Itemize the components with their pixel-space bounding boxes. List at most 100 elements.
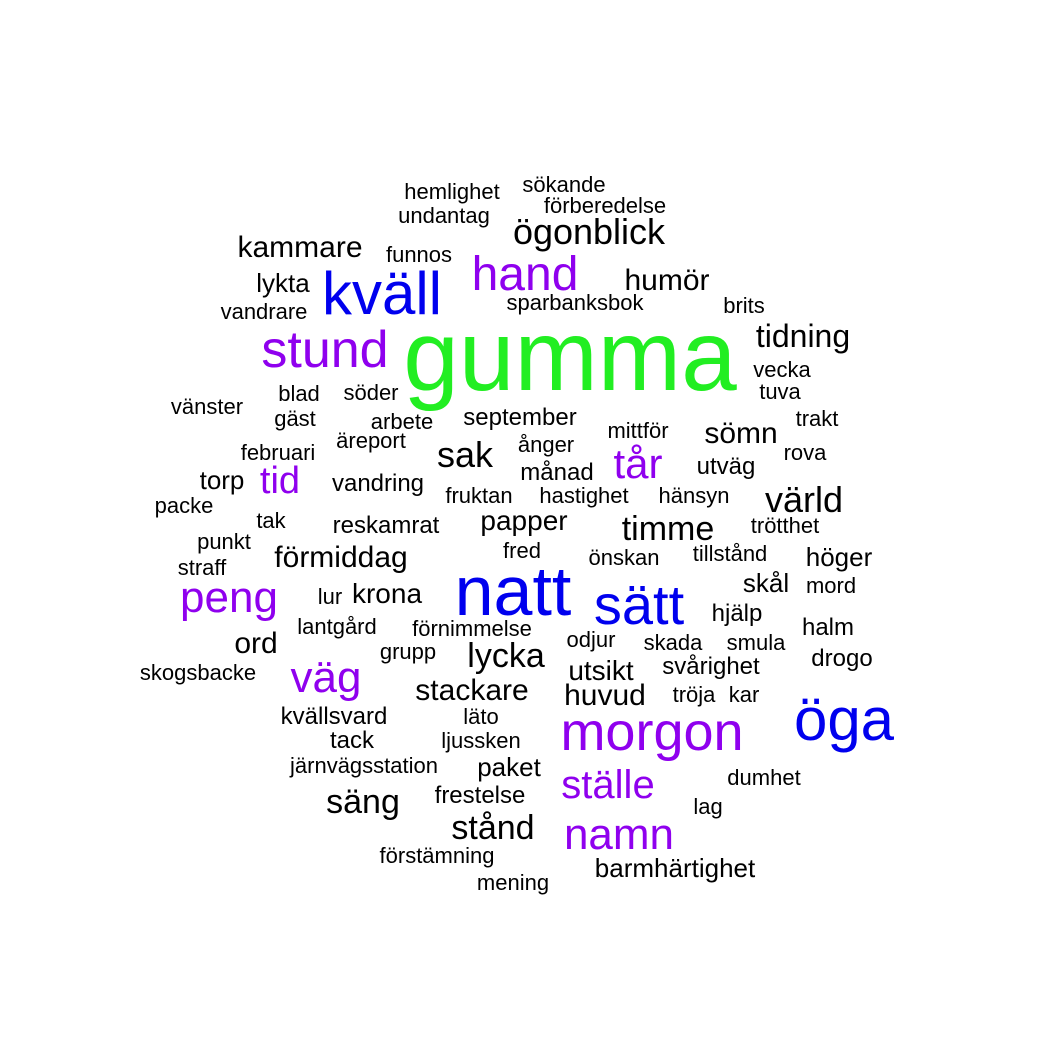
- cloud-word: vandrare: [220, 299, 308, 324]
- cloud-word: namn: [563, 810, 675, 859]
- cloud-word: värld: [764, 479, 844, 520]
- cloud-word: natt: [454, 552, 572, 630]
- cloud-word: hänsyn: [658, 483, 730, 508]
- cloud-word: hastighet: [539, 483, 629, 508]
- cloud-word: arbete: [370, 409, 434, 434]
- cloud-word: gumma: [403, 300, 737, 412]
- cloud-word: fred: [503, 538, 541, 563]
- cloud-word: grupp: [379, 639, 437, 664]
- cloud-word: gäst: [274, 406, 316, 431]
- cloud-word: förnimmelse: [412, 616, 532, 641]
- cloud-word: peng: [180, 573, 278, 622]
- cloud-word: vandring: [331, 470, 425, 497]
- cloud-word: förberedelse: [543, 193, 667, 218]
- cloud-word: humör: [624, 264, 710, 297]
- cloud-word: september: [463, 404, 577, 431]
- cloud-word: kammare: [237, 231, 363, 264]
- cloud-word: skål: [742, 568, 790, 598]
- cloud-word: brits: [723, 293, 765, 318]
- cloud-word: reskamrat: [332, 512, 440, 539]
- cloud-word: förmiddag: [274, 541, 408, 574]
- cloud-word: tillstånd: [692, 541, 768, 566]
- cloud-word: sömn: [704, 417, 778, 450]
- cloud-word: halm: [801, 614, 855, 641]
- cloud-word: barmhärtighet: [594, 853, 756, 883]
- cloud-word: ånger: [517, 432, 575, 457]
- cloud-word: lycka: [467, 637, 545, 675]
- cloud-word: hjälp: [711, 600, 763, 627]
- cloud-word: stund: [261, 321, 389, 379]
- cloud-word: skogsbacke: [139, 660, 257, 685]
- cloud-word: undantag: [398, 203, 490, 228]
- cloud-word: önskan: [588, 545, 660, 570]
- cloud-word: tak: [256, 508, 286, 533]
- cloud-word: tidning: [755, 318, 851, 354]
- cloud-word: lur: [317, 584, 343, 609]
- cloud-word: tack: [329, 727, 375, 754]
- cloud-word: tid: [259, 460, 301, 502]
- cloud-word: odjur: [566, 627, 616, 652]
- cloud-word: hemlighet: [404, 179, 500, 204]
- cloud-word: ljussken: [441, 728, 521, 753]
- cloud-word: ögonblick: [512, 211, 666, 252]
- cloud-word: mord: [805, 573, 857, 598]
- cloud-word: blad: [278, 381, 320, 406]
- cloud-word: rova: [783, 440, 827, 465]
- cloud-word: tuva: [759, 379, 801, 404]
- cloud-word: hand: [471, 248, 579, 301]
- cloud-word: mittför: [607, 418, 669, 443]
- cloud-word: huvud: [564, 679, 646, 712]
- cloud-word: kväll: [321, 260, 443, 327]
- cloud-word: trakt: [795, 406, 839, 431]
- cloud-word: lykta: [256, 268, 310, 298]
- cloud-word: läto: [463, 704, 499, 729]
- cloud-word: torp: [199, 465, 245, 495]
- cloud-word: månad: [520, 459, 594, 486]
- cloud-word: skada: [643, 630, 703, 655]
- cloud-word: papper: [480, 505, 568, 536]
- cloud-word: järnvägsstation: [290, 753, 438, 778]
- cloud-word: februari: [240, 440, 316, 465]
- cloud-word: stackare: [415, 674, 529, 707]
- cloud-word: paket: [477, 752, 541, 782]
- cloud-word: kar: [728, 682, 760, 707]
- cloud-word: utsikt: [568, 655, 634, 686]
- cloud-word: öga: [793, 686, 895, 753]
- cloud-word: lag: [693, 794, 723, 819]
- cloud-word: vecka: [753, 357, 811, 382]
- cloud-word: frestelse: [434, 782, 526, 809]
- cloud-word: ställe: [561, 763, 655, 807]
- cloud-word: morgon: [560, 702, 744, 762]
- cloud-word: mening: [476, 870, 550, 895]
- cloud-word: fruktan: [445, 483, 513, 508]
- cloud-word: dumhet: [727, 765, 801, 790]
- cloud-word: sparbanksbok: [506, 290, 644, 315]
- cloud-word: vänster: [170, 394, 244, 419]
- cloud-word: utväg: [696, 453, 756, 480]
- cloud-word: lantgård: [297, 614, 377, 639]
- cloud-word: krona: [351, 578, 423, 609]
- cloud-word: timme: [621, 510, 715, 548]
- cloud-word: punkt: [197, 529, 251, 554]
- cloud-word: äreport: [336, 428, 406, 453]
- cloud-word: svårighet: [662, 653, 760, 680]
- cloud-word: säng: [326, 783, 400, 821]
- cloud-word: förstämning: [379, 843, 495, 868]
- cloud-word: höger: [805, 542, 873, 572]
- cloud-word: packe: [154, 493, 214, 518]
- cloud-word: tår: [613, 440, 663, 487]
- cloud-word: smula: [726, 630, 786, 655]
- cloud-word: trötthet: [750, 513, 820, 538]
- cloud-word: tröja: [672, 682, 716, 707]
- cloud-word: drogo: [811, 645, 873, 672]
- cloud-word: funnos: [385, 242, 453, 267]
- cloud-word: sak: [436, 434, 494, 475]
- cloud-word: söder: [343, 380, 399, 405]
- cloud-word: sökande: [522, 172, 606, 197]
- cloud-word: straff: [177, 555, 227, 580]
- cloud-word: stånd: [451, 809, 535, 847]
- cloud-word: ord: [234, 627, 278, 660]
- cloud-word: kvällsvard: [280, 703, 388, 730]
